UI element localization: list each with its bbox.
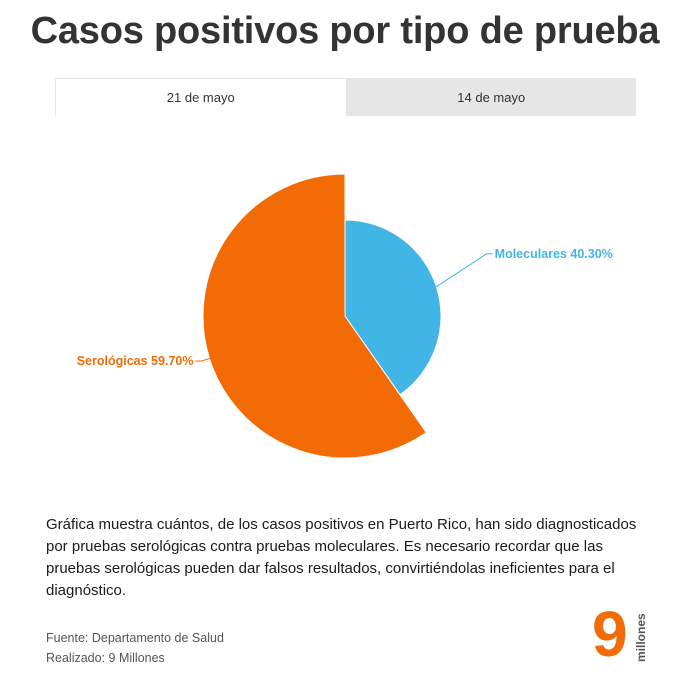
slice-label: Moleculares 40.30% — [495, 247, 613, 261]
leader-line — [434, 253, 493, 289]
date-tabs: 21 de mayo 14 de mayo — [55, 78, 636, 116]
pie-slice-moleculares[interactable] — [344, 219, 442, 396]
logo-digit: 9 — [592, 598, 628, 664]
page-title: Casos positivos por tipo de prueba — [30, 10, 660, 52]
source-realizado: Realizado: 9 Millones — [46, 651, 165, 665]
pie-chart: Moleculares 40.30% Serológicas 59.70% — [77, 173, 613, 459]
nueve-millones-logo: 9 millones — [592, 598, 648, 664]
tab-21-mayo[interactable]: 21 de mayo — [55, 78, 347, 116]
tab-14-mayo[interactable]: 14 de mayo — [457, 89, 526, 105]
slice-label: Serológicas 59.70% — [77, 354, 194, 368]
source-block: Fuente: Departamento de Salud Realizado:… — [46, 628, 224, 668]
logo-word: millones — [634, 613, 648, 662]
chart-description: Gráfica muestra cuántos, de los casos po… — [46, 516, 637, 599]
source-fuente: Fuente: Departamento de Salud — [46, 631, 224, 645]
leader-line — [195, 357, 212, 362]
